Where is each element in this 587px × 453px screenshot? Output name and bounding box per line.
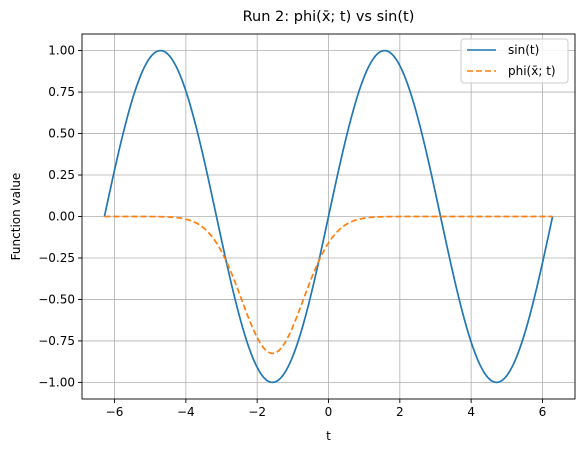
y-tick-label-8: 1.00 — [48, 44, 75, 58]
ticks: −6 −4 −2 0 2 4 6 −1.00 −0.75 −0.50 −0.25 0.00 0.25 0.… — [38, 44, 546, 419]
x-tick-label-4: 2 — [396, 405, 404, 419]
x-tick-label-0: −6 — [106, 405, 124, 419]
y-tick-label-0: −1.00 — [38, 375, 75, 389]
x-tick-label-2: −2 — [248, 405, 266, 419]
x-tick-label-3: 0 — [325, 405, 333, 419]
x-tick-label-6: 6 — [539, 405, 547, 419]
series-line-sin — [103, 49, 554, 384]
series-layer — [103, 49, 554, 384]
y-tick-label-1: −0.75 — [38, 334, 75, 348]
legend-label-sin: sin(t) — [508, 43, 539, 57]
legend-label-phi: phi(x̄; t) — [508, 64, 556, 78]
y-tick-label-5: 0.25 — [48, 168, 75, 182]
series-line-phi — [104, 215, 553, 355]
chart-title: Run 2: phi(x̄; t) vs sin(t) — [243, 9, 415, 25]
grid — [82, 34, 575, 399]
x-axis-label: t — [326, 429, 331, 443]
y-tick-label-2: −0.50 — [38, 292, 75, 306]
y-tick-label-4: 0.00 — [48, 210, 75, 224]
y-axis-label: Function value — [9, 173, 23, 261]
x-tick-label-1: −4 — [177, 405, 195, 419]
y-tick-label-3: −0.25 — [38, 251, 75, 265]
y-tick-label-7: 0.75 — [48, 85, 75, 99]
legend: sin(t) phi(x̄; t) — [460, 38, 569, 84]
x-tick-label-5: 4 — [467, 405, 475, 419]
y-tick-label-6: 0.50 — [48, 127, 75, 141]
